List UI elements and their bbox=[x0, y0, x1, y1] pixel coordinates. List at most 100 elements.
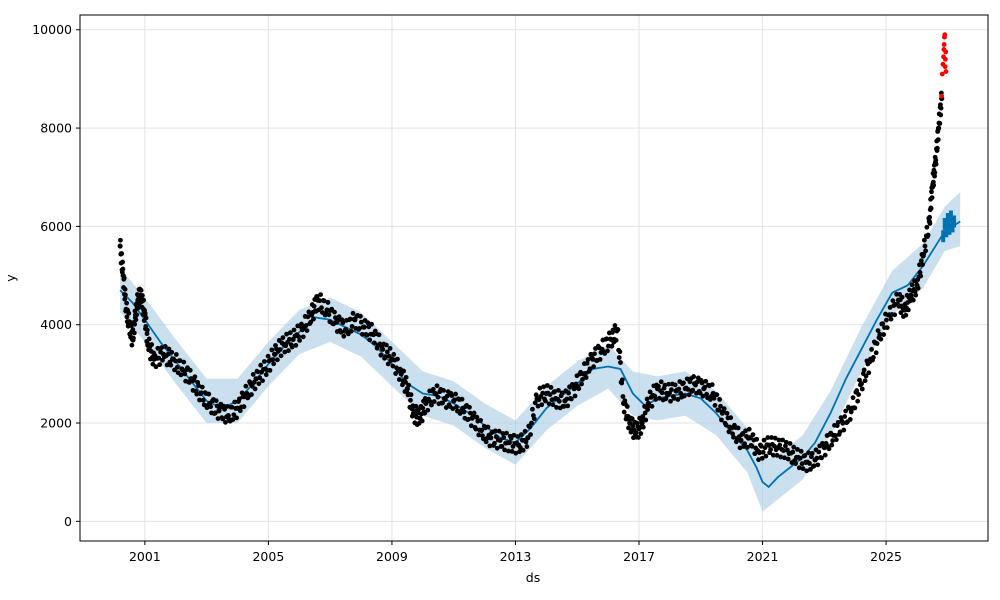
observed-point bbox=[120, 266, 126, 272]
observed-point bbox=[178, 372, 184, 378]
observed-point bbox=[261, 359, 267, 364]
observed-point bbox=[159, 345, 164, 351]
observed-point bbox=[821, 444, 827, 451]
observed-point bbox=[615, 327, 621, 333]
y-axis-ticks: 0 2000 4000 6000 8000 10000 bbox=[32, 22, 80, 529]
observed-point bbox=[263, 372, 269, 378]
observed-point bbox=[666, 381, 672, 387]
observed-point bbox=[875, 328, 881, 334]
observed-point bbox=[690, 387, 696, 393]
observed-point bbox=[718, 403, 723, 409]
observed-point bbox=[783, 439, 789, 445]
observed-point bbox=[927, 221, 933, 226]
observed-point bbox=[296, 334, 302, 340]
observed-point bbox=[515, 434, 521, 439]
observed-point bbox=[938, 112, 944, 118]
observed-point bbox=[393, 371, 399, 376]
observed-point bbox=[667, 390, 672, 396]
observed-point bbox=[760, 449, 766, 455]
observed-point bbox=[697, 390, 703, 396]
observed-point bbox=[265, 353, 271, 359]
observed-point bbox=[659, 390, 665, 396]
observed-point bbox=[738, 437, 744, 443]
observed-point bbox=[719, 417, 724, 423]
observed-point bbox=[131, 330, 137, 336]
observed-point bbox=[395, 356, 400, 362]
observed-point bbox=[728, 415, 734, 421]
observed-point bbox=[887, 305, 893, 310]
forecast-dense-mark bbox=[947, 222, 952, 235]
observed-point bbox=[518, 432, 524, 437]
observed-point bbox=[308, 319, 314, 325]
observed-point bbox=[149, 342, 155, 347]
observed-point bbox=[284, 331, 290, 337]
observed-point bbox=[782, 443, 788, 449]
observed-point bbox=[765, 435, 771, 440]
observed-point bbox=[795, 446, 800, 452]
observed-point bbox=[850, 395, 856, 401]
observed-point bbox=[406, 382, 412, 388]
observed-point bbox=[918, 258, 924, 264]
observed-point bbox=[768, 447, 773, 452]
observed-point bbox=[544, 383, 550, 388]
observed-point bbox=[568, 396, 574, 402]
observed-point bbox=[380, 346, 386, 352]
observed-point bbox=[678, 390, 684, 396]
observed-point bbox=[791, 444, 797, 450]
observed-point bbox=[391, 352, 397, 357]
observed-point bbox=[365, 320, 371, 326]
observed-point bbox=[485, 424, 491, 430]
observed-point bbox=[585, 357, 591, 362]
observed-point bbox=[797, 455, 803, 461]
observed-point bbox=[441, 387, 446, 393]
observed-point bbox=[874, 341, 880, 346]
observed-point bbox=[859, 386, 865, 392]
observed-point bbox=[591, 364, 597, 370]
forecast-line-layer bbox=[119, 210, 961, 489]
observed-point bbox=[917, 270, 923, 275]
observed-point bbox=[883, 317, 889, 323]
observed-point bbox=[341, 333, 347, 339]
observed-point bbox=[200, 397, 206, 403]
observed-point bbox=[505, 448, 511, 454]
observed-point bbox=[434, 383, 440, 389]
observed-point bbox=[143, 315, 149, 321]
observed-point bbox=[450, 406, 456, 412]
observed-point bbox=[430, 386, 436, 392]
observed-point bbox=[937, 121, 943, 126]
observed-point bbox=[878, 336, 884, 342]
observed-point bbox=[547, 392, 553, 397]
observed-point bbox=[371, 340, 377, 346]
observed-point bbox=[572, 393, 578, 399]
observed-point bbox=[206, 391, 212, 397]
observed-point bbox=[829, 442, 835, 448]
observed-point bbox=[915, 285, 921, 291]
observed-point bbox=[604, 336, 609, 342]
observed-point bbox=[156, 355, 162, 361]
observed-point bbox=[525, 435, 531, 441]
observed-point bbox=[122, 296, 128, 302]
observed-point bbox=[531, 416, 537, 422]
observed-point bbox=[286, 336, 292, 342]
observed-point bbox=[237, 408, 243, 414]
observed-point bbox=[888, 316, 894, 322]
observed-point bbox=[243, 383, 249, 389]
observed-point bbox=[858, 381, 864, 387]
observed-point bbox=[476, 432, 482, 438]
observed-point bbox=[364, 332, 370, 338]
observed-point bbox=[629, 416, 635, 422]
observed-point bbox=[119, 251, 125, 257]
observed-point bbox=[932, 170, 938, 176]
observed-point bbox=[620, 394, 626, 399]
observed-point bbox=[676, 386, 682, 392]
observed-point bbox=[682, 393, 687, 399]
observed-point bbox=[348, 328, 354, 334]
observed-point bbox=[223, 419, 228, 425]
observed-point bbox=[453, 391, 458, 397]
observed-point bbox=[181, 359, 187, 365]
observed-point bbox=[384, 349, 390, 355]
observed-point bbox=[668, 398, 673, 404]
forecast-dense-mark bbox=[942, 217, 947, 230]
observed-point bbox=[616, 355, 622, 360]
observed-point bbox=[714, 392, 720, 398]
